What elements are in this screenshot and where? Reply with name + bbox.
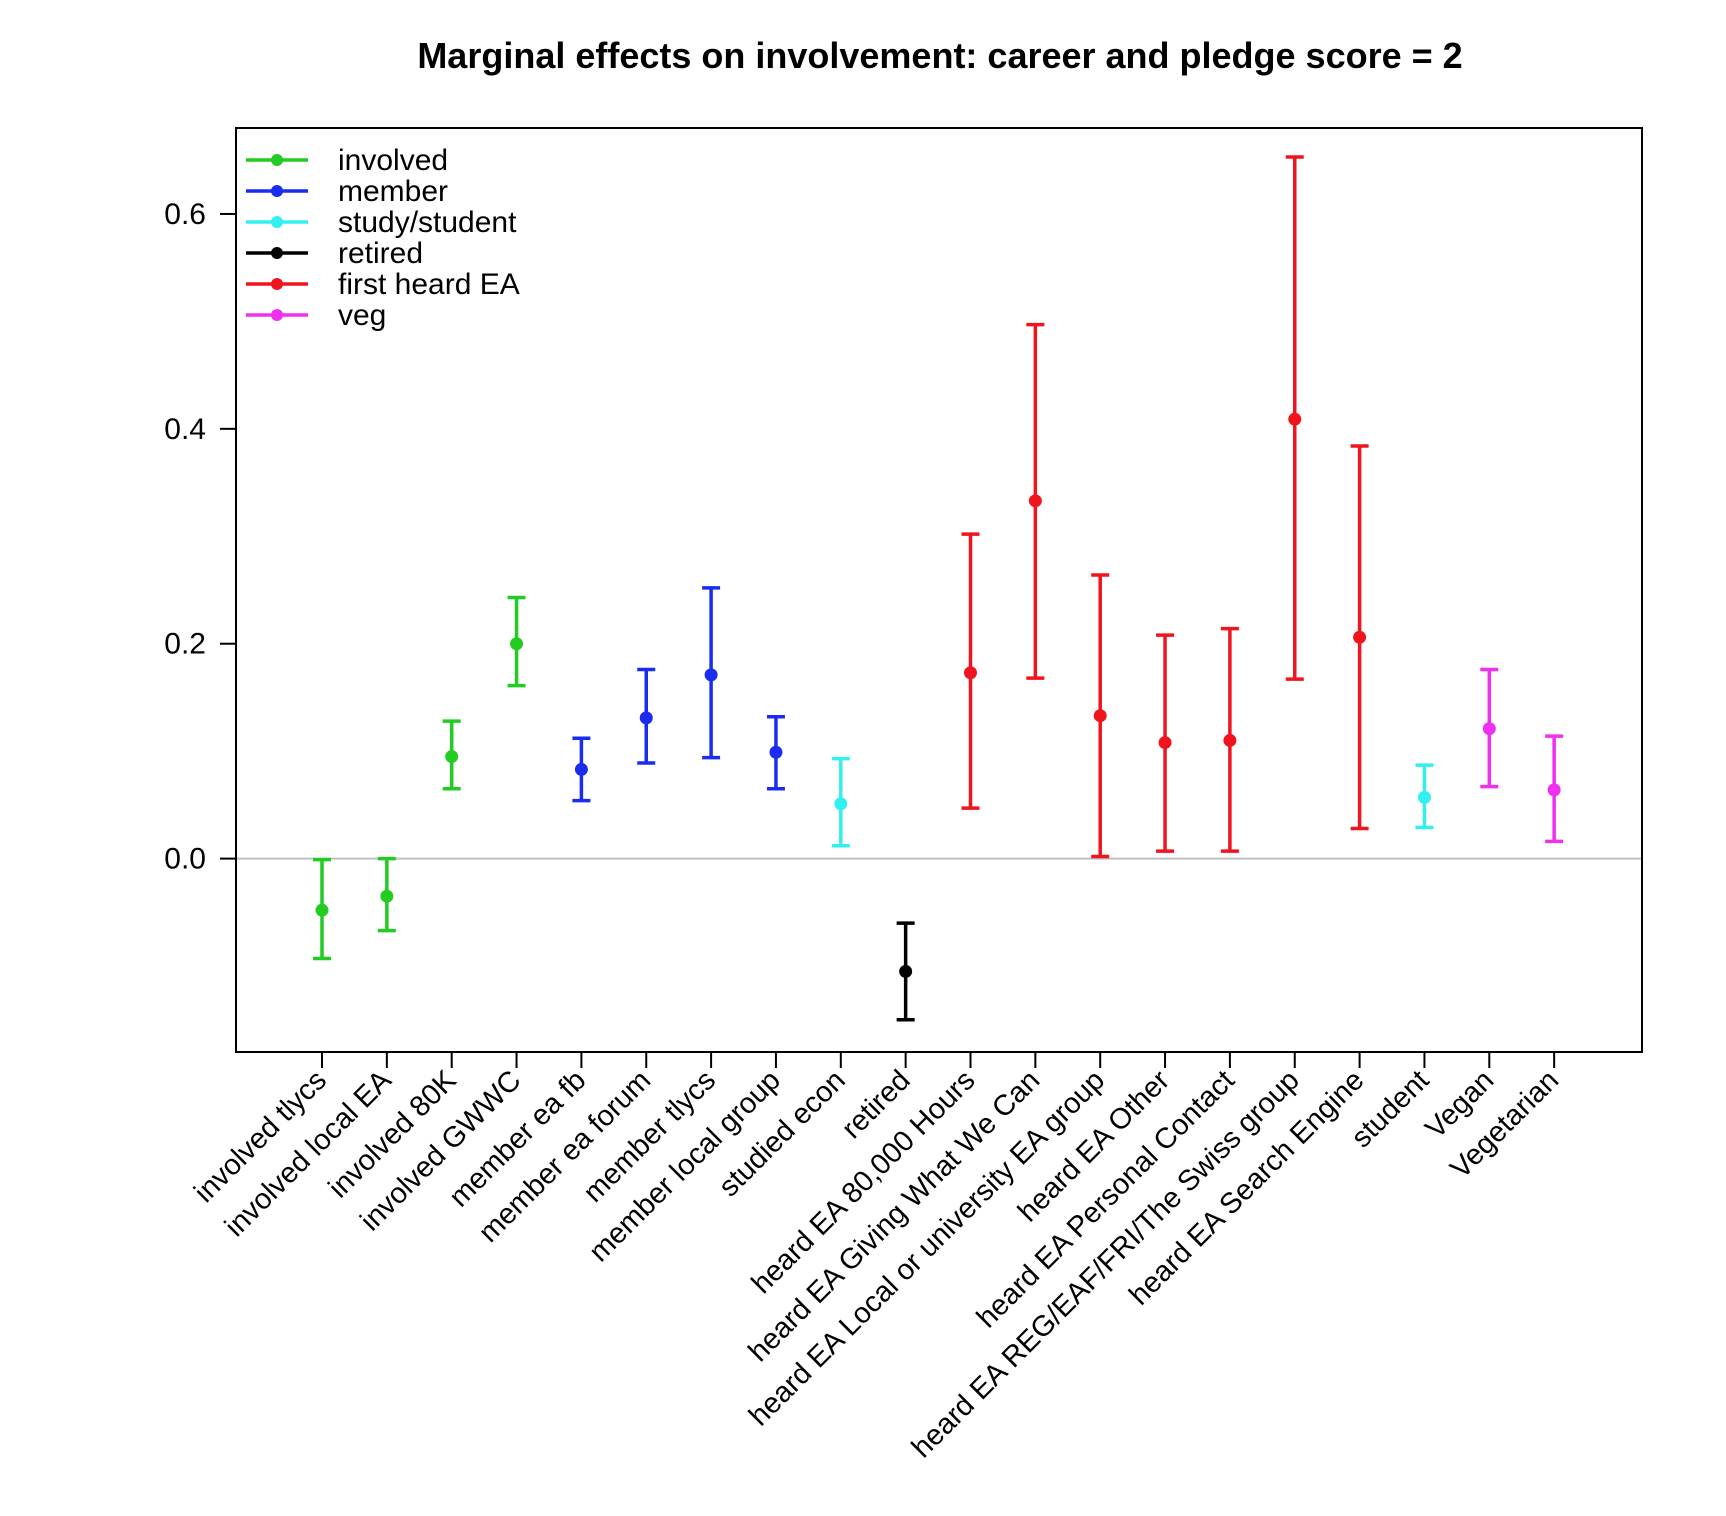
point-estimate (769, 745, 783, 759)
error-bar-studied-econ (831, 756, 850, 848)
error-bar-member-ea-forum (637, 667, 656, 765)
point-estimate (964, 666, 977, 680)
error-bars (313, 155, 1564, 1022)
error-bar-retired (896, 921, 915, 1022)
error-bar-vegan (1480, 667, 1499, 789)
error-bar-involved-tlycs (313, 857, 331, 961)
point-estimate (510, 637, 524, 651)
legend-item-involved: involved (246, 144, 448, 177)
error-bar-heard-ea-search-engine (1350, 444, 1369, 831)
point-estimate (1482, 722, 1496, 736)
chart-title: Marginal effects on involvement: career … (417, 35, 1462, 76)
point-estimate (574, 762, 588, 776)
y-tick-label: 0.2 (164, 628, 206, 661)
legend-item-retired: retired (246, 237, 423, 270)
error-bar-member-tlycs (702, 586, 721, 760)
point-estimate (1158, 736, 1172, 750)
legend-label: study/student (338, 206, 517, 239)
point-estimate (1093, 709, 1107, 723)
point-estimate (1028, 494, 1042, 508)
point-estimate (445, 750, 459, 764)
error-bar-involved-80k (442, 719, 461, 791)
legend-item-member: member (246, 175, 448, 208)
point-estimate (639, 711, 653, 725)
legend-label: involved (338, 144, 448, 177)
y-tick-label: 0.0 (164, 843, 206, 876)
error-bar-heard-ea-personal-contact (1220, 626, 1239, 853)
point-estimate (1223, 733, 1237, 747)
legend-marker (271, 309, 283, 321)
point-estimate (704, 668, 718, 682)
legend-item-veg: veg (246, 299, 386, 332)
point-estimate (1417, 790, 1431, 804)
legend-item-study-student: study/student (246, 206, 517, 239)
legend-marker (271, 216, 283, 228)
error-bar-heard-ea-giving-what-we-can (1026, 322, 1045, 680)
legend: involvedmemberstudy/studentretiredfirst … (246, 144, 520, 332)
plot-frame (235, 127, 1643, 1053)
legend-marker (271, 278, 283, 290)
legend-marker (271, 154, 283, 166)
error-bar-student (1415, 763, 1434, 830)
error-bar-member-local-group (766, 715, 785, 791)
point-estimate (315, 903, 329, 917)
legend-label: retired (338, 237, 423, 270)
point-estimate (380, 889, 394, 903)
error-bar-heard-ea-local-or-university-ea-group (1091, 573, 1110, 859)
error-bar-heard-ea-80-000-hours (961, 532, 980, 810)
legend-item-first-heard-ea: first heard EA (246, 268, 520, 301)
point-estimate (1547, 783, 1561, 797)
y-axis: 0.0 0.2 0.4 0.6 (164, 198, 236, 876)
point-estimate (1353, 630, 1367, 644)
error-bar-involved-gwwc (507, 595, 526, 688)
error-bar-member-ea-fb (572, 736, 591, 803)
error-bar-heard-ea-reg-eaf-fri-the-swiss-group (1285, 155, 1304, 681)
legend-label: member (338, 175, 448, 208)
error-bar-involved-local-ea (377, 856, 396, 933)
error-bar-vegetarian (1545, 734, 1564, 844)
y-tick-label: 0.4 (164, 413, 206, 446)
point-estimate (1288, 412, 1302, 426)
point-estimate (834, 797, 848, 811)
point-estimate (899, 964, 913, 978)
y-tick-label: 0.6 (164, 198, 206, 231)
legend-marker (271, 247, 283, 259)
legend-label: first heard EA (338, 268, 520, 301)
legend-marker (271, 185, 283, 197)
legend-label: veg (338, 299, 386, 332)
error-bar-heard-ea-other (1156, 633, 1175, 853)
